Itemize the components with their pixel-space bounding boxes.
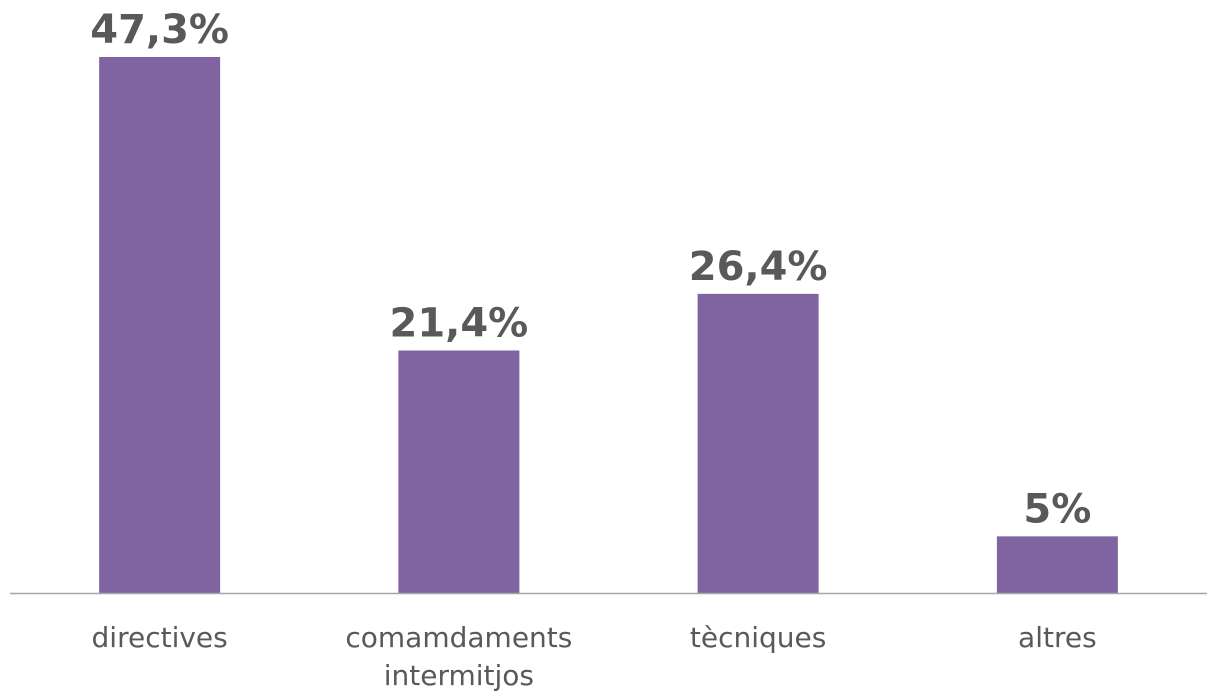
x-tick-label-line: directives	[92, 621, 228, 654]
bars-group	[99, 57, 1118, 593]
bar	[398, 350, 520, 593]
x-tick-label: directives	[92, 621, 228, 654]
x-tick-label-line: comamdaments	[345, 621, 572, 654]
bar	[697, 293, 819, 593]
bar-value-label: 47,3%	[90, 7, 229, 53]
x-tick-label: tècniques	[690, 621, 826, 654]
bar-value-label: 21,4%	[389, 300, 528, 346]
x-tick-label-line: intermitjos	[384, 659, 534, 692]
data-labels-group: 47,3% 21,4% 26,4% 5%	[90, 7, 1091, 532]
bar-value-label: 5%	[1023, 486, 1091, 532]
x-tick-label-line: tècniques	[690, 621, 826, 654]
x-tick-label: altres	[1018, 621, 1097, 654]
x-tick-labels-group: directives comamdaments intermitjos tècniqu…	[92, 621, 1097, 692]
bar-value-label: 26,4%	[689, 244, 828, 290]
x-tick-label: comamdaments intermitjos	[345, 621, 572, 692]
bar	[996, 536, 1118, 593]
bar	[99, 57, 221, 593]
x-tick-label-line: altres	[1018, 621, 1097, 654]
